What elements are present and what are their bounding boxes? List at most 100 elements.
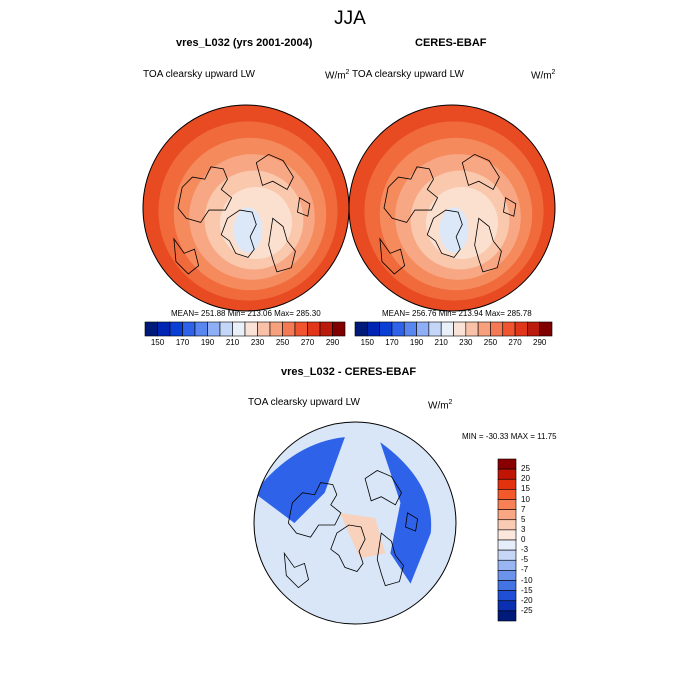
colorbar-box (354, 321, 368, 337)
map-field (349, 105, 555, 311)
colorbar-tick-label: 170 (385, 338, 399, 347)
coastline (365, 470, 401, 504)
colorbar-box (169, 321, 183, 337)
colorbar-box (497, 489, 517, 500)
colorbar-difference-ticks: 25 20 15 10 7 5 3 0 -3 -5 -7 -10 -15 -20 -25 (519, 459, 549, 621)
colorbar-box (157, 321, 171, 337)
coastline (384, 167, 438, 223)
colorbar-tick-label: 290 (533, 338, 547, 347)
colorbar-tick-label: 290 (325, 338, 340, 347)
negative-anomaly-region (254, 437, 345, 523)
colorbar-tick-label: 210 (225, 338, 240, 347)
panel-3-units: W/m2 (428, 399, 453, 412)
panel-3-stats: MIN = -30.33 MAX = 11.75 (462, 432, 557, 441)
colorbar-box (182, 321, 196, 337)
colorbar-box (477, 321, 491, 337)
colorbar-tick-label: -15 (521, 585, 533, 595)
colorbar-box (244, 321, 258, 337)
colorbar-tick-label: -5 (521, 555, 529, 565)
colorbar-1-ticks: 150 170 190 210 230 250 270 290 (145, 338, 345, 350)
colorbar-box (428, 321, 442, 337)
colorbar-tick-label: -20 (521, 595, 533, 605)
colorbar-tick-label: 15 (521, 484, 530, 494)
coastline (284, 553, 308, 587)
colorbar-tick-label: -25 (521, 605, 533, 615)
panel-1-units: W/m2 (325, 69, 350, 82)
coastline (377, 533, 403, 586)
colorbar-box (497, 539, 517, 551)
colorbar-box (144, 321, 158, 337)
coastline (331, 525, 365, 571)
colorbar-box (497, 519, 517, 531)
colorbar-box (219, 321, 233, 337)
panel-3-title: vres_L032 - CERES-EBAF (281, 366, 417, 378)
colorbar-tick-label: 230 (459, 338, 473, 347)
colorbar-box (332, 321, 346, 337)
positive-anomaly-region (339, 512, 386, 559)
colorbar-box (269, 321, 283, 337)
colorbar-box (257, 321, 271, 337)
greenland-ice (439, 207, 469, 253)
colorbar-tick-label: 270 (300, 338, 315, 347)
map-model-absolute (142, 104, 350, 312)
colorbar-box (440, 321, 454, 337)
colorbar-obs-absolute (354, 321, 553, 337)
coastline (269, 218, 296, 272)
colorbar-box (497, 549, 517, 561)
colorbar-tick-label: 270 (508, 338, 522, 347)
colorbar-tick-label: 7 (521, 504, 526, 514)
colorbar-box (367, 321, 380, 337)
coastline (178, 167, 232, 223)
colorbar-box (527, 321, 540, 337)
colorbar-tick-label: -7 (521, 565, 529, 575)
colorbar-tick-label: 20 (521, 474, 530, 484)
colorbar-tick-label: 250 (275, 338, 290, 347)
panel-2-stats: MEAN= 256.76 Min= 213.94 Max= 285.78 (382, 309, 532, 318)
colorbar-tick-label: 0 (521, 535, 526, 544)
colorbar-box (416, 321, 430, 337)
map-field (254, 422, 456, 624)
colorbar-box (294, 321, 308, 337)
colorbar-box (497, 529, 517, 541)
colorbar-tick-label: 10 (521, 494, 530, 504)
panel-1-title: vres_L032 (yrs 2001-2004) (176, 37, 313, 49)
colorbar-tick-label: -10 (521, 575, 533, 585)
coastline (380, 239, 405, 274)
colorbar-tick-label: 210 (434, 338, 448, 347)
coastline (462, 154, 499, 189)
map-obs-absolute (348, 104, 556, 312)
colorbar-box (232, 321, 246, 337)
colorbar-tick-label: 25 (521, 464, 530, 474)
colorbar-box (307, 321, 321, 337)
colorbar-box (497, 590, 517, 602)
map-field (143, 105, 349, 311)
colorbar-tick-label: 190 (200, 338, 215, 347)
panel-2-variable-label: TOA clearsky upward LW (352, 69, 464, 80)
colorbar-box (207, 321, 221, 337)
colorbar-box (514, 321, 528, 337)
map-border (348, 104, 556, 312)
colorbar-difference (497, 458, 517, 622)
colorbar-box (497, 559, 517, 571)
colorbar-box (497, 570, 517, 581)
colorbar-box (497, 468, 517, 480)
colorbar-box (497, 499, 517, 510)
coastline (427, 210, 462, 257)
coastline (475, 218, 502, 272)
colorbar-tick-label: 170 (175, 338, 190, 347)
colorbar-box (403, 321, 417, 337)
panel-1-variable-label: TOA clearsky upward LW (143, 69, 255, 80)
figure-title: JJA (334, 8, 366, 29)
panel-2-title: CERES-EBAF (415, 37, 487, 49)
colorbar-box (379, 321, 393, 337)
colorbar-box (282, 321, 296, 337)
colorbar-box (465, 321, 479, 337)
colorbar-box (490, 321, 504, 337)
coastline (174, 239, 199, 274)
coastline (504, 198, 516, 217)
colorbar-box (194, 321, 208, 337)
colorbar-box (453, 321, 467, 337)
colorbar-box (497, 509, 517, 521)
colorbar-box (497, 600, 517, 612)
panel-2-units: W/m2 (531, 69, 556, 82)
